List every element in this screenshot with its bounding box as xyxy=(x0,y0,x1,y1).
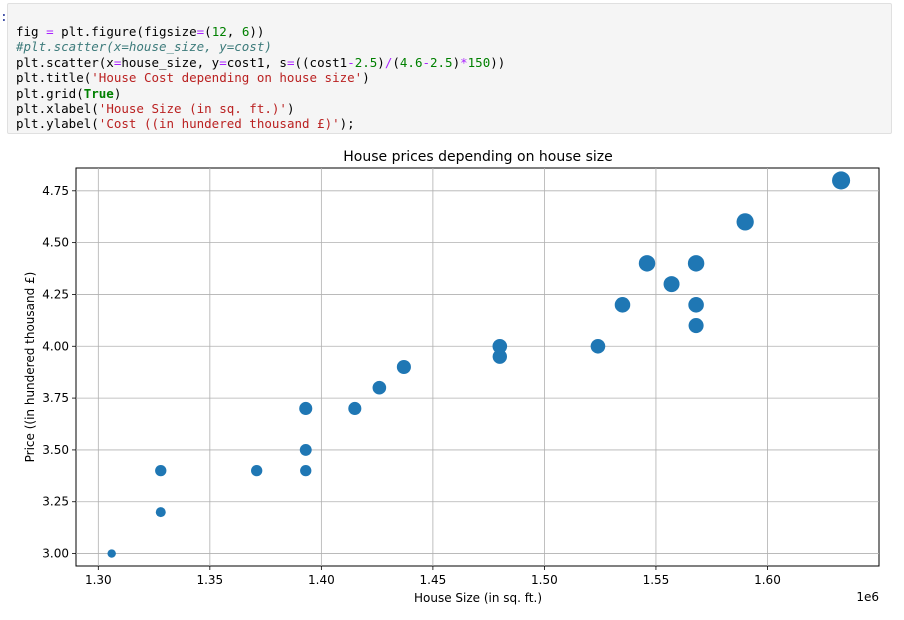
x-tick-label: 1.35 xyxy=(196,573,223,587)
code-token: ((cost1 xyxy=(294,54,348,70)
y-axis-ticks: 3.00 3.25 3.50 3.75 4.00 4.25 4.50 4.75 xyxy=(42,184,76,561)
code-line: plt.ylabel('Cost ((in hundered thousand … xyxy=(16,116,891,131)
code-token: 'House Size (in sq. ft.)' xyxy=(98,100,287,116)
code-token: ) xyxy=(377,54,385,70)
code-line: plt.scatter(x=house_size, y=cost1, s=((c… xyxy=(16,55,891,70)
code-token: ) xyxy=(286,100,295,116)
code-token: 'Cost ((in hundered thousand £)' xyxy=(98,116,340,132)
code-line: plt.title('House Cost depending on house… xyxy=(16,70,891,85)
scatter-point xyxy=(155,507,166,518)
code-token: plt.grid( xyxy=(16,85,84,101)
scatter-point xyxy=(372,380,387,395)
code-token: house_size, y xyxy=(121,54,220,70)
code-token: True xyxy=(83,85,114,101)
scatter-point xyxy=(155,464,167,477)
grid-x xyxy=(97,168,768,566)
code-token: 6 xyxy=(241,24,250,39)
code-token: plt.title( xyxy=(16,70,92,86)
x-tick-label: 1.60 xyxy=(754,573,781,587)
x-tick-label: 1.45 xyxy=(420,573,447,587)
code-cell-input[interactable]: fig = plt.figure(figsize=(12, 6)) #plt.sc… xyxy=(7,3,892,134)
scatter-chart: House prices depending on house size 1.3… xyxy=(23,149,880,605)
cell-prompt: : xyxy=(0,10,8,25)
code-line: #plt.scatter(x=house_size, y=cost) xyxy=(16,39,891,54)
code-token: / xyxy=(384,54,393,70)
code-token: 2.5 xyxy=(430,54,453,70)
code-token: #plt.scatter(x=house_size, y=cost) xyxy=(16,39,272,55)
y-axis-label: Price ((in hundered thousand £) xyxy=(23,272,37,463)
code-token: ( xyxy=(392,54,400,70)
scatter-point xyxy=(663,276,680,293)
scatter-point xyxy=(492,338,508,354)
code-line: plt.grid(True) xyxy=(16,86,891,101)
scatter-point xyxy=(832,171,851,190)
code-token: = xyxy=(196,24,205,39)
scatter-point xyxy=(688,318,704,334)
code-token: plt.scatter(x xyxy=(16,54,114,70)
code-token: = xyxy=(219,54,227,70)
cell-output: House prices depending on house size 1.3… xyxy=(0,140,904,616)
x-axis-label: House Size (in sq. ft.) xyxy=(414,591,542,605)
code-token: 150 xyxy=(467,54,491,70)
x-tick-label: 1.30 xyxy=(85,573,112,587)
y-tick-label: 4.00 xyxy=(42,339,69,353)
code-token: = xyxy=(113,54,122,70)
x-tick-label: 1.40 xyxy=(308,573,335,587)
scatter-point xyxy=(614,297,631,313)
x-axis-offset-label: 1e6 xyxy=(856,590,879,604)
code-token: 12 xyxy=(211,24,227,39)
code-token: ) xyxy=(113,85,122,101)
scatter-point xyxy=(688,297,704,313)
code-token: 4.6 xyxy=(399,54,423,70)
code-token: ); xyxy=(339,116,355,132)
grid-y xyxy=(76,190,879,554)
y-tick-label: 4.75 xyxy=(42,184,69,198)
code-token: - xyxy=(422,54,430,70)
code-token: 'House Cost depending on house size' xyxy=(91,70,363,86)
code-token: )) xyxy=(490,54,506,70)
x-tick-label: 1.50 xyxy=(531,573,558,587)
code-token: * xyxy=(460,54,468,70)
scatter-point xyxy=(590,338,606,354)
scatter-point xyxy=(492,349,507,364)
code-token: fig xyxy=(16,24,47,39)
plot-area xyxy=(75,167,880,567)
code-token: 2.5 xyxy=(354,54,378,70)
scatter-point xyxy=(687,255,705,272)
chart-title: House prices depending on house size xyxy=(343,149,612,165)
y-tick-label: 4.50 xyxy=(42,236,69,250)
code-token: , xyxy=(226,24,242,39)
y-tick-label: 3.25 xyxy=(42,495,69,509)
x-tick-label: 1.55 xyxy=(643,573,670,587)
scatter-point xyxy=(299,401,313,415)
scatter-point xyxy=(107,549,116,558)
y-tick-label: 4.25 xyxy=(42,287,69,301)
code-token: = xyxy=(46,24,54,39)
code-token: = xyxy=(286,54,295,70)
data-points xyxy=(107,171,851,558)
code-token: ) xyxy=(362,70,370,86)
code-token: plt.figure(figsize xyxy=(53,24,197,39)
scatter-point xyxy=(348,401,362,415)
code-line: plt.xlabel('House Size (in sq. ft.)') xyxy=(16,101,891,116)
code-token: - xyxy=(347,54,355,70)
scatter-point xyxy=(300,464,312,477)
y-tick-label: 3.50 xyxy=(42,443,69,457)
y-tick-label: 3.00 xyxy=(42,547,69,561)
code-token: ( xyxy=(204,24,212,39)
scatter-point xyxy=(299,443,312,456)
scatter-point xyxy=(396,359,411,375)
code-token: )) xyxy=(249,24,265,39)
x-axis-ticks: 1.30 1.35 1.40 1.45 1.50 1.55 1.60 xyxy=(85,566,781,587)
scatter-point xyxy=(736,213,754,231)
code-token: cost1, s xyxy=(226,54,287,70)
scatter-point xyxy=(251,464,263,477)
code-token: plt.ylabel( xyxy=(16,116,99,132)
code-line: fig = plt.figure(figsize=(12, 6)) xyxy=(16,24,891,39)
scatter-point xyxy=(638,255,656,272)
y-tick-label: 3.75 xyxy=(42,391,69,405)
code-token: plt.xlabel( xyxy=(16,100,99,116)
code-token: ) xyxy=(452,54,461,70)
